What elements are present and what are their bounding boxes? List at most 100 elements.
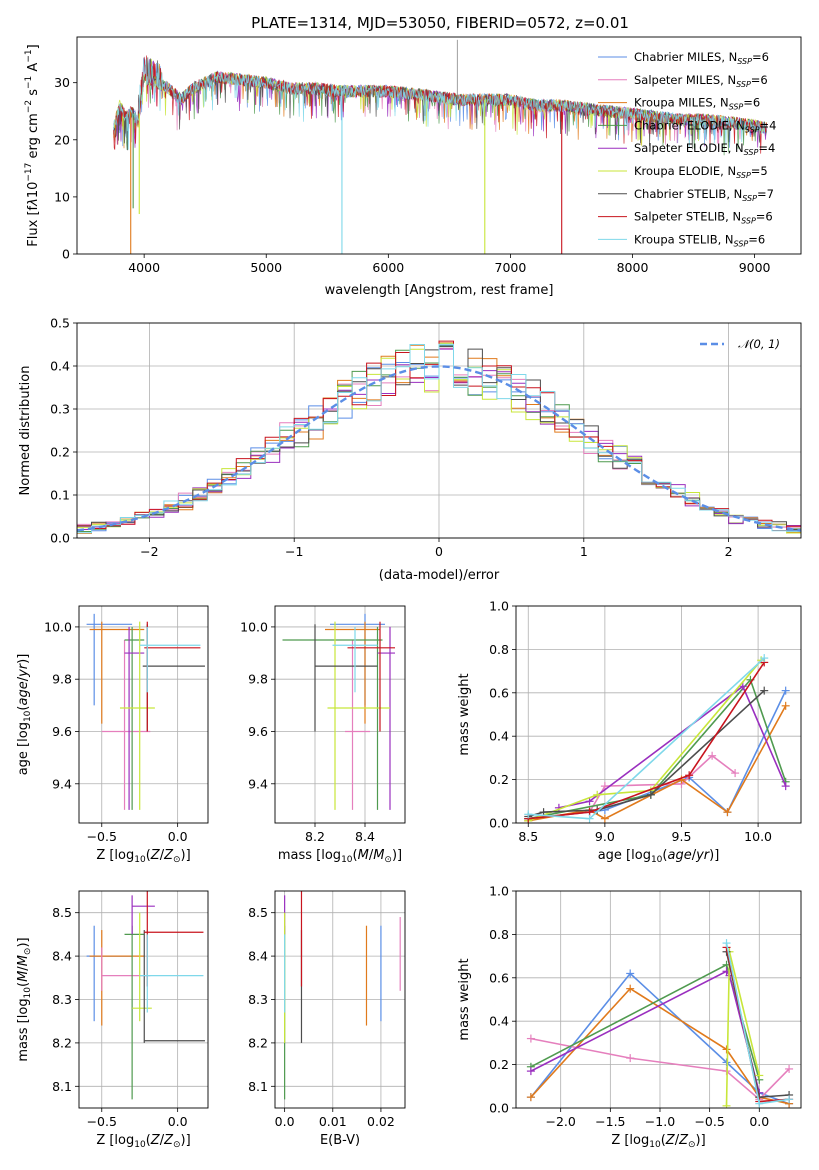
x-axis-label: wavelength [Angstrom, rest frame] — [325, 283, 554, 298]
y-tick-label: 10.0 — [240, 619, 268, 634]
legend-nssp: =6 — [756, 210, 773, 224]
y-axis-label: mass weight — [457, 958, 472, 1040]
y-tick-label: 8.5 — [52, 905, 72, 920]
series-marker — [526, 1093, 535, 1102]
errorbar-point — [131, 895, 155, 935]
x-tick-label: 8.2 — [305, 829, 325, 844]
errorbar-point — [143, 930, 205, 1043]
errorbar-point — [124, 626, 145, 810]
x-tick-label: 9000 — [739, 260, 771, 275]
y-tick-label: 20 — [54, 132, 70, 147]
x-tick-label: −1.5 — [595, 1114, 625, 1129]
y-tick-label: 8.1 — [52, 1079, 72, 1094]
series-line — [554, 682, 790, 812]
panel-mass-vs-EBV: 0.0 0.01 0.02 8.1 8.2 8.3 8.4 8.5 E(B-V) — [248, 890, 406, 1148]
panel-spectrum: 4000 5000 6000 7000 8000 9000 0 10 20 30 wavelengt… — [24, 36, 802, 298]
y-tick-label: 0.8 — [489, 642, 509, 657]
series-marker — [685, 771, 694, 780]
y-tick-label: 9.6 — [52, 724, 72, 739]
series-marker — [708, 751, 717, 760]
series-line — [524, 675, 790, 823]
chart-panels: 4000 5000 6000 7000 8000 90000102030wavelengt… — [16, 36, 802, 1150]
y-tick-label: 1.0 — [489, 884, 509, 899]
y-tick-label: 8.3 — [52, 992, 72, 1007]
x-tick-label: 6000 — [372, 260, 404, 275]
legend-entry: 𝒩(0, 1) — [738, 337, 780, 351]
series-marker — [755, 1071, 764, 1080]
legend-name: Chabrier ELODIE — [634, 118, 729, 132]
errorbar-point — [89, 621, 145, 724]
errorbar-point — [101, 639, 151, 810]
series-path — [528, 659, 762, 822]
y-axis-label: mass [log10(M/M⊙)] — [16, 937, 33, 1061]
y-tick-label: 9.8 — [52, 672, 72, 687]
x-tick-label: 0 — [435, 544, 443, 559]
x-tick-label: 0.0 — [168, 829, 188, 844]
axes-frame — [78, 890, 209, 1109]
y-tick-label: 8.1 — [248, 1079, 268, 1094]
y-tick-label: 8.3 — [248, 992, 268, 1007]
legend-name: Kroupa MILES — [634, 96, 713, 110]
panel-residuals: −2 −1 0 1 2 0.0 0.1 0.2 0.3 0.4 0.5 (data-model)/er… — [18, 316, 802, 583]
series-marker — [731, 769, 740, 778]
errorbar-point — [332, 626, 378, 693]
legend-name: Kroupa STELIB — [634, 232, 718, 246]
x-tick-label: −2 — [140, 544, 158, 559]
y-tick-label: 0.3 — [50, 402, 70, 417]
y-tick-label: 0.2 — [489, 772, 509, 787]
axes-frame — [515, 890, 802, 1109]
legend-entry: Chabrier ELODIE, NSSP=4 — [634, 118, 776, 134]
series-marker — [755, 1099, 764, 1108]
y-tick-label: 9.4 — [248, 776, 268, 791]
y-axis-label: mass weight — [457, 673, 472, 755]
x-tick-label: 2 — [725, 544, 733, 559]
errorbar-point — [345, 639, 370, 810]
legend: Chabrier MILES, NSSP=6 Salpeter MILES, NS… — [598, 50, 776, 248]
legend-nssp: =5 — [751, 164, 768, 178]
x-tick-label: 0.0 — [168, 1114, 188, 1129]
legend-entry: Chabrier MILES, NSSP=6 — [634, 50, 769, 66]
panel-mass-vs-Z: −0.5 0.0 8.1 8.2 8.3 8.4 8.5 Z [log10(Z/Z⊙)] mas… — [16, 890, 209, 1150]
x-axis-label: Z [log10(Z/Z⊙)] — [96, 848, 190, 865]
series-marker — [600, 814, 609, 823]
plot-area — [86, 613, 205, 810]
series-path — [528, 661, 765, 820]
series-marker — [526, 1067, 535, 1076]
x-axis-label: mass [log10(M/M⊙)] — [278, 848, 402, 865]
legend-nssp: =7 — [757, 187, 774, 201]
series-line — [524, 654, 769, 823]
x-axis-label: E(B-V) — [320, 1133, 360, 1148]
x-tick-label: −1.0 — [645, 1114, 675, 1129]
series-marker — [593, 790, 602, 799]
y-tick-label: 8.2 — [248, 1035, 268, 1050]
series-line — [722, 939, 794, 1108]
errorbar-point — [144, 891, 204, 987]
series-marker — [785, 1064, 794, 1073]
series-marker — [781, 701, 790, 710]
errorbar-point — [314, 624, 378, 732]
legend-name: Salpeter ELODIE — [634, 141, 728, 155]
legend-nssp: =6 — [752, 50, 769, 64]
legend-entry: Salpeter STELIB, NSSP=6 — [634, 210, 773, 226]
series-marker — [646, 790, 655, 799]
series-marker — [723, 808, 732, 817]
legend: 𝒩(0, 1) — [700, 337, 780, 351]
errorbar-point — [132, 912, 152, 1022]
series-path — [558, 685, 787, 809]
x-axis-label: (data-model)/error — [379, 568, 500, 583]
errorbar-point — [101, 947, 151, 991]
legend-name: Kroupa ELODIE — [634, 164, 720, 178]
errorbar-point — [124, 626, 145, 810]
plot-area — [526, 939, 794, 1108]
x-tick-label: 0.01 — [319, 1114, 347, 1129]
series-marker — [524, 810, 533, 819]
legend-nssp: =6 — [743, 96, 760, 110]
y-tick-label: 9.6 — [248, 724, 268, 739]
legend-nssp: =6 — [751, 73, 768, 87]
panel-age-vs-mass: 8.2 8.4 9.4 9.6 9.8 10.0 mass [log10(M/M⊙)] — [240, 605, 406, 865]
spectrum-line — [113, 58, 768, 150]
y-tick-label: 10 — [54, 189, 70, 204]
y-tick-label: 0.2 — [50, 445, 70, 460]
x-tick-label: 9.5 — [672, 829, 692, 844]
x-tick-label: 1 — [580, 544, 588, 559]
